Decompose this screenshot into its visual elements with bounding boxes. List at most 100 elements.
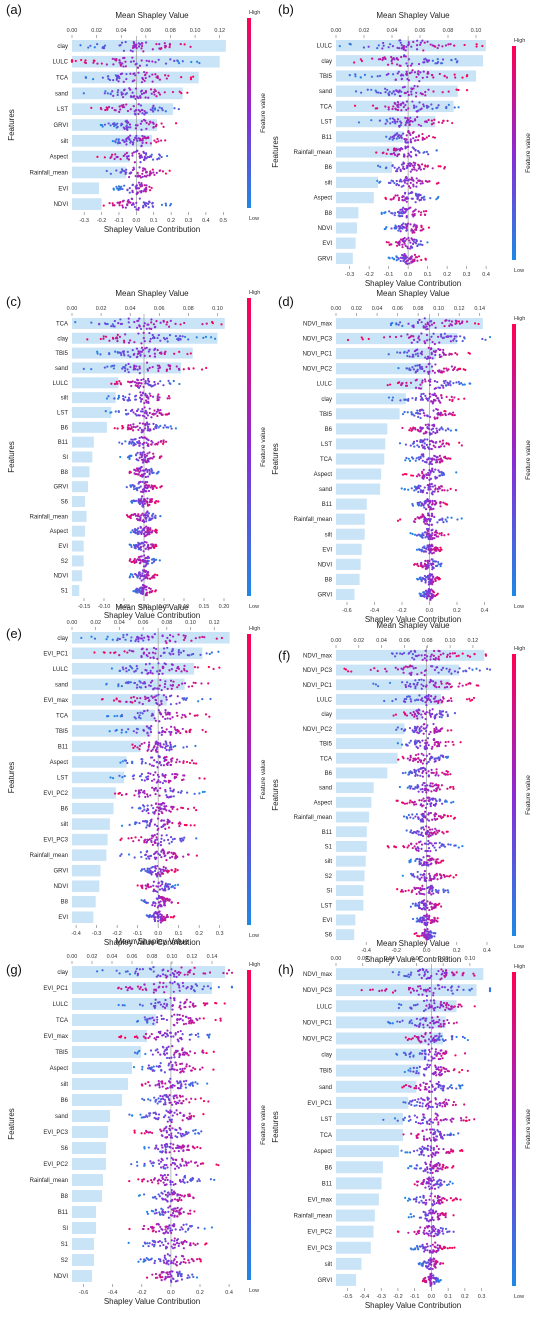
shap-dot — [446, 489, 449, 492]
shap-dot — [405, 456, 408, 460]
shap-dot — [131, 91, 134, 94]
shap-dot — [419, 193, 422, 197]
shap-dot — [441, 91, 444, 94]
shap-dot — [147, 745, 150, 748]
shap-dot — [189, 45, 192, 48]
shap-dot — [426, 574, 430, 577]
shap-dot — [178, 701, 181, 704]
shap-dot — [145, 588, 148, 591]
shap-dot — [120, 793, 123, 797]
shap-dot — [132, 444, 135, 447]
shap-dot — [148, 913, 152, 917]
shap-dot — [447, 443, 451, 446]
shap-dot — [163, 805, 166, 808]
shap-dot — [173, 852, 177, 855]
shap-dot — [154, 792, 157, 796]
shap-dot — [392, 196, 396, 199]
shap-dot — [159, 870, 162, 873]
shap-dot — [384, 167, 388, 170]
shap-dot — [151, 843, 154, 846]
feature-label: S1 — [61, 589, 69, 595]
shap-dot — [161, 848, 164, 851]
shap-dot — [140, 634, 143, 637]
shap-dot — [100, 62, 103, 65]
shap-dot — [418, 517, 421, 520]
shap-dot — [160, 726, 164, 729]
colorbar-high-label: High — [249, 10, 260, 16]
shap-dot — [121, 760, 124, 763]
bottom-tick-label: -0.10 — [98, 604, 111, 610]
top-tick-label: 0.10 — [445, 638, 456, 644]
shap-dot — [168, 856, 172, 859]
shap-dot — [144, 475, 147, 479]
shap-dot — [415, 154, 418, 157]
shap-dot — [145, 841, 148, 844]
mean-shapley-bar — [336, 528, 365, 540]
shap-dot — [130, 666, 133, 669]
shap-dot — [159, 169, 162, 172]
shap-dot — [137, 571, 141, 574]
shap-dot — [148, 587, 151, 590]
shap-dot — [141, 451, 144, 454]
shap-dot — [185, 745, 188, 748]
shap-dot — [70, 59, 74, 62]
shap-dot — [414, 228, 417, 231]
shap-dot — [164, 711, 167, 714]
shap-dot — [154, 912, 157, 915]
shap-dot — [123, 184, 126, 187]
feature-label: TCA — [56, 321, 68, 327]
shap-dot — [419, 455, 422, 458]
mean-shapley-bar — [336, 543, 362, 555]
shap-dot — [135, 187, 138, 190]
shap-dot — [430, 593, 433, 597]
shap-dot — [155, 486, 158, 490]
shap-dot — [149, 486, 152, 489]
shap-dot — [157, 58, 160, 61]
shap-dot — [155, 748, 158, 751]
shap-dot — [125, 143, 128, 146]
shap-dot — [127, 317, 130, 320]
shap-dot — [395, 137, 398, 140]
shap-dot — [130, 761, 134, 765]
shap-dot — [107, 122, 110, 125]
shap-dot — [150, 416, 153, 419]
shap-dot — [169, 717, 172, 720]
shap-dot — [395, 182, 399, 186]
shap-dot — [411, 146, 414, 149]
shap-dot — [411, 504, 415, 507]
shap-dot — [421, 446, 425, 449]
shap-dot — [435, 476, 439, 479]
shap-dot — [457, 380, 460, 384]
feature-label: TCA — [320, 457, 332, 463]
shap-dot — [403, 242, 406, 245]
shap-dot — [417, 387, 421, 390]
shap-dot — [153, 93, 156, 96]
shap-dot — [158, 888, 162, 891]
shap-dot — [169, 746, 172, 749]
shap-dot — [135, 664, 138, 668]
shap-dot — [138, 426, 142, 430]
shap-dot — [130, 384, 133, 388]
shap-dot — [106, 92, 109, 95]
shap-dot — [463, 337, 466, 340]
shap-dot — [157, 382, 160, 385]
shap-dot — [361, 338, 364, 341]
shap-dot — [442, 336, 446, 339]
shap-dot — [104, 410, 107, 413]
shap-dot — [396, 381, 400, 385]
shap-dot — [158, 366, 162, 369]
shap-dot — [438, 386, 442, 389]
shap-dot — [140, 346, 144, 349]
shap-dot — [136, 575, 139, 578]
top-tick-label: 0.02 — [90, 620, 101, 626]
shap-dot — [445, 395, 448, 398]
shap-dot — [128, 455, 131, 459]
shap-dot — [353, 61, 356, 64]
shap-dot — [149, 885, 152, 888]
shap-dot — [154, 325, 157, 328]
shap-dot — [80, 58, 83, 62]
shap-dot — [145, 416, 148, 420]
shap-dot — [128, 325, 131, 329]
shap-dot — [440, 534, 443, 537]
shap-dot — [133, 46, 136, 49]
